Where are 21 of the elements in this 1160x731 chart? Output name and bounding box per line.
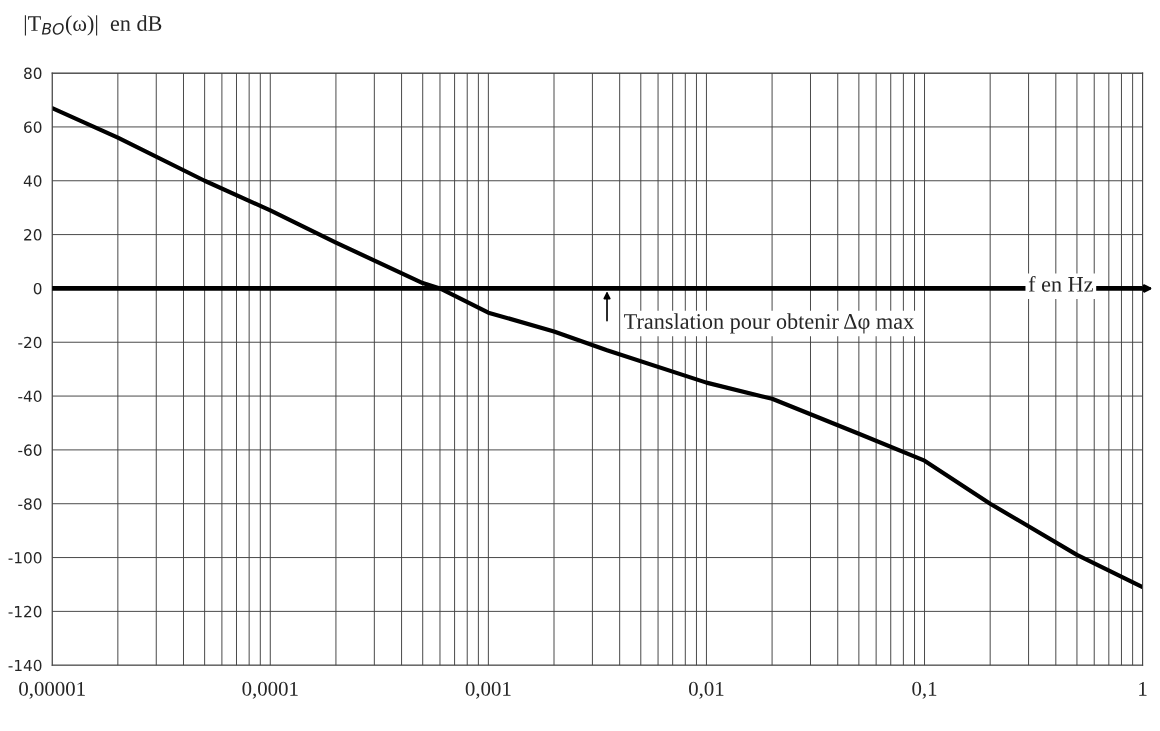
y-tick-label: -120 xyxy=(8,605,42,618)
x-tick-label: 0,001 xyxy=(465,681,511,699)
y-tick-label: -60 xyxy=(18,444,42,456)
x-tick-label: 1 xyxy=(1139,681,1147,696)
x-tick-label: 0,00001 xyxy=(19,681,85,699)
y-tick-label: -20 xyxy=(18,336,42,349)
y-tick-label: -80 xyxy=(18,498,42,510)
y-tick-label: 80 xyxy=(24,67,42,80)
y-tick-label: 40 xyxy=(23,175,42,187)
x-tick-label: 0,0001 xyxy=(242,681,298,699)
x-tick-label: 0,01 xyxy=(689,681,724,699)
x-tick-label: 0,1 xyxy=(912,681,937,699)
y-tick-label: 60 xyxy=(24,121,42,133)
y-tick-label: 20 xyxy=(24,229,42,241)
y-tick-label: -40 xyxy=(18,390,42,403)
y-tick-label: -140 xyxy=(8,659,42,672)
y-tick-label: 0 xyxy=(33,282,42,295)
y-axis-title: |T$_{BO}$(ω)| en dB xyxy=(24,15,162,36)
y-tick-label: -100 xyxy=(8,552,42,564)
annotation: Translation pour obtenir Δφ max xyxy=(624,313,914,334)
x-axis-title: f en Hz xyxy=(1028,275,1093,292)
